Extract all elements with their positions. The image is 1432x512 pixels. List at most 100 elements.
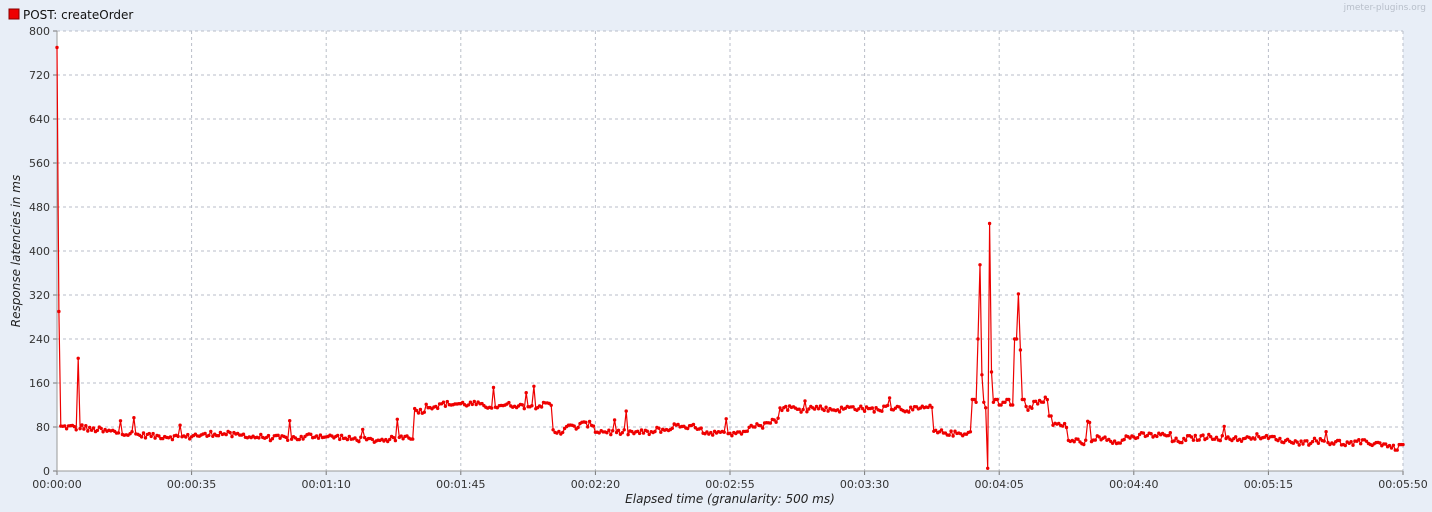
data-point — [1118, 441, 1123, 445]
data-point — [1043, 395, 1048, 399]
data-point — [388, 437, 392, 442]
data-point — [64, 427, 69, 431]
data-point — [814, 404, 819, 409]
data-point — [472, 399, 476, 404]
data-point — [807, 407, 811, 411]
data-point — [72, 424, 77, 429]
data-point — [470, 402, 474, 407]
data-point — [607, 428, 611, 432]
data-point — [314, 434, 319, 438]
data-point — [822, 408, 826, 413]
data-point — [653, 429, 657, 434]
x-tick-label: 00:01:45 — [436, 478, 485, 491]
data-point — [241, 432, 246, 436]
data-point — [1141, 431, 1146, 435]
data-point — [1276, 438, 1280, 443]
data-point — [676, 422, 680, 427]
data-point — [818, 404, 823, 408]
data-point — [143, 436, 148, 440]
data-point — [611, 429, 615, 433]
data-point — [1149, 432, 1153, 436]
data-point — [887, 396, 892, 400]
data-point — [728, 431, 732, 435]
y-tick-label: 480 — [29, 201, 50, 214]
data-point — [711, 433, 715, 437]
data-point — [1357, 438, 1361, 442]
data-point — [1024, 404, 1028, 409]
data-point — [416, 411, 421, 415]
x-tick-label: 00:05:50 — [1378, 478, 1427, 491]
y-tick-label: 800 — [29, 25, 50, 38]
data-point — [670, 426, 674, 430]
data-point — [947, 433, 951, 437]
data-point — [1391, 443, 1396, 447]
data-point — [316, 436, 321, 440]
data-point — [786, 408, 790, 412]
legend-swatch — [8, 8, 20, 20]
data-point — [286, 438, 290, 442]
data-point — [89, 428, 94, 432]
data-point — [857, 407, 861, 411]
data-point — [605, 431, 609, 435]
x-tick-label: 00:00:00 — [32, 478, 81, 491]
data-point — [951, 434, 955, 438]
data-point — [1305, 439, 1309, 443]
data-point — [284, 435, 288, 439]
data-point — [507, 400, 511, 405]
data-point — [1312, 436, 1317, 440]
data-point — [1191, 438, 1196, 442]
data-point — [1007, 397, 1011, 402]
data-point — [78, 426, 82, 431]
data-point — [118, 419, 123, 423]
y-tick-label: 80 — [36, 421, 50, 434]
data-point — [872, 410, 876, 414]
data-point — [1087, 420, 1092, 425]
x-tick-label: 00:01:10 — [301, 478, 350, 491]
data-point — [55, 45, 59, 50]
data-point — [907, 410, 911, 414]
data-point — [880, 409, 884, 413]
data-point — [1239, 439, 1244, 443]
data-point — [1278, 436, 1282, 441]
data-point — [1222, 424, 1226, 429]
data-point — [207, 433, 211, 438]
data-point — [784, 404, 788, 409]
data-point — [1205, 436, 1209, 440]
data-point — [637, 431, 642, 436]
data-point — [995, 397, 999, 402]
data-point — [645, 429, 649, 433]
data-point — [768, 421, 773, 425]
data-point — [139, 435, 144, 439]
data-point — [739, 432, 744, 436]
data-point — [361, 427, 365, 432]
data-point — [1234, 435, 1238, 439]
data-point — [1174, 436, 1178, 440]
data-point — [1062, 421, 1067, 426]
data-point — [587, 419, 592, 424]
data-point — [974, 400, 978, 404]
data-point — [1026, 408, 1030, 412]
grid — [57, 30, 1404, 471]
data-point — [288, 419, 292, 423]
data-point — [612, 418, 617, 422]
data-point — [1214, 435, 1219, 439]
y-tick-label: 320 — [29, 289, 50, 302]
data-point — [209, 429, 213, 434]
data-point — [74, 428, 78, 432]
data-point — [1016, 292, 1021, 296]
data-point — [1359, 442, 1363, 446]
data-point — [170, 437, 175, 442]
data-point — [780, 408, 784, 413]
data-point — [953, 429, 957, 433]
y-tick-label: 560 — [29, 157, 50, 170]
data-point — [147, 431, 151, 436]
data-point — [978, 263, 982, 267]
data-point — [76, 356, 80, 360]
data-point — [801, 407, 805, 412]
data-point — [176, 434, 180, 439]
data-point — [1041, 400, 1046, 404]
data-point — [530, 404, 534, 408]
data-point — [520, 403, 524, 407]
data-point — [80, 423, 84, 427]
data-point — [468, 400, 473, 404]
